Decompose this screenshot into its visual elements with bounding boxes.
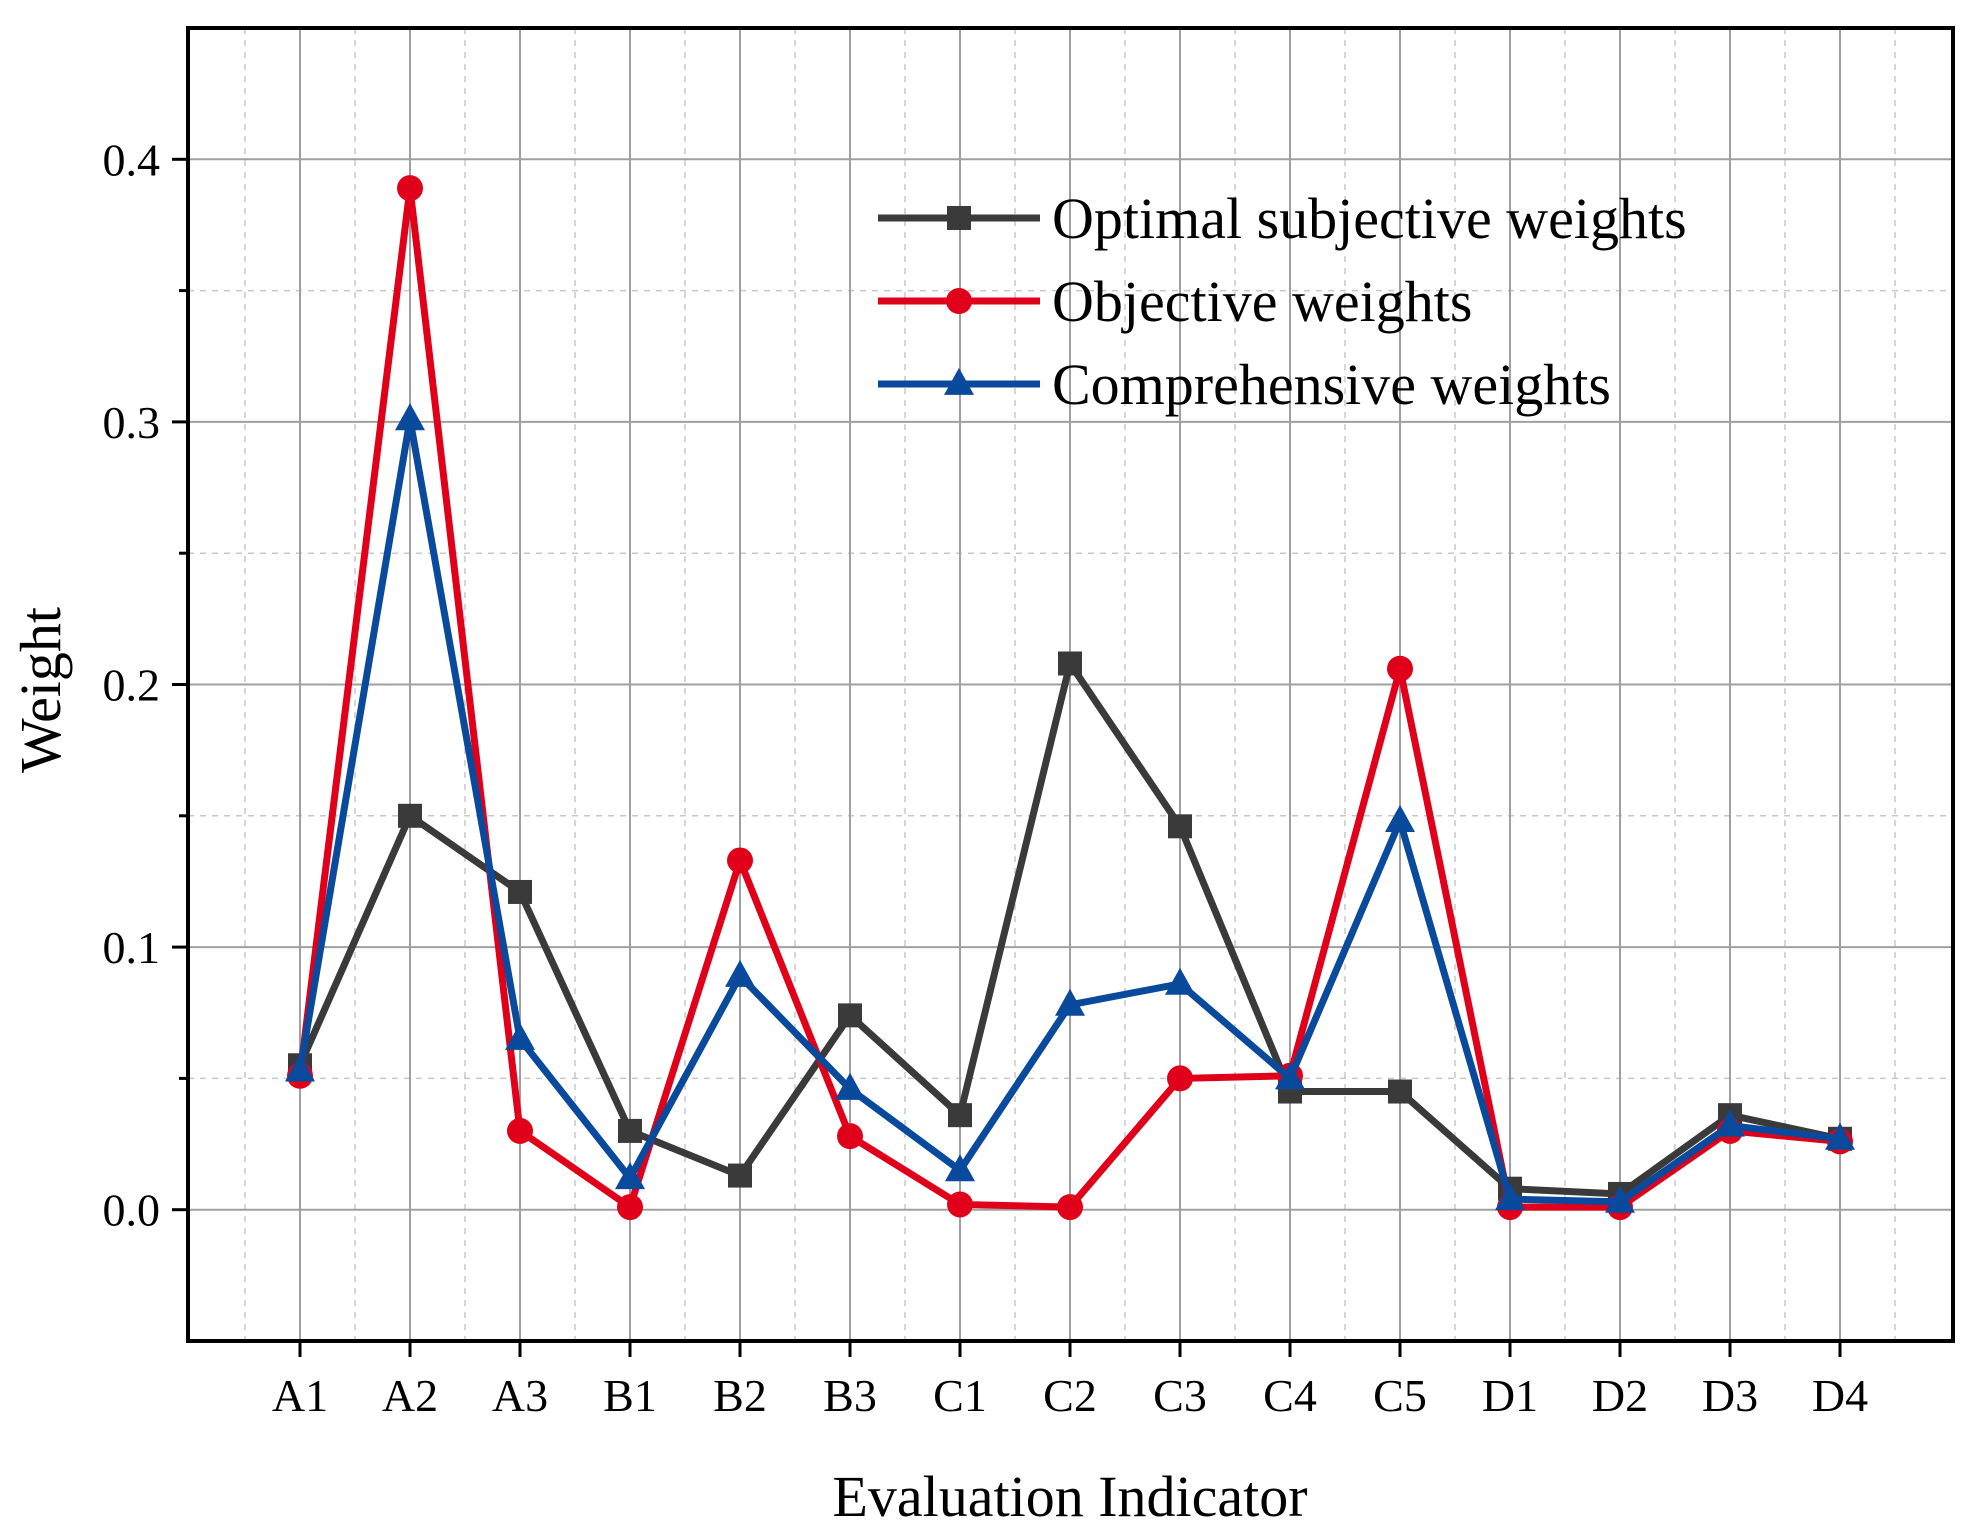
legend: Optimal subjective weights Objective weig… (878, 186, 1687, 417)
data-point-optimal-subjective-weights (398, 803, 422, 828)
x-tick-label: B2 (713, 1370, 767, 1421)
axis-ticks (172, 157, 1842, 1357)
x-tick-label: D2 (1592, 1370, 1648, 1421)
legend-item-optimal-subjective-weights: Optimal subjective weights (878, 186, 1687, 251)
x-tick-label: C4 (1263, 1370, 1317, 1421)
legend-label: Optimal subjective weights (1052, 186, 1687, 251)
x-tick-label: C2 (1043, 1370, 1097, 1421)
x-tick-label: B3 (823, 1370, 877, 1421)
series-layer (285, 175, 1855, 1221)
y-tick-label: 0.2 (103, 660, 161, 711)
x-tick-label: A1 (272, 1370, 328, 1421)
data-point-objective-weights (617, 1194, 643, 1221)
y-tick-label: 0.3 (103, 397, 161, 448)
data-point-comprehensive-weights (1275, 1062, 1305, 1090)
legend-marker (946, 288, 972, 314)
x-tick-label: A2 (382, 1370, 438, 1421)
x-tick-label: D1 (1482, 1370, 1538, 1421)
data-point-objective-weights (727, 847, 753, 874)
x-tick-label: C5 (1373, 1370, 1427, 1421)
y-tick-label: 0.1 (103, 922, 161, 973)
data-point-optimal-subjective-weights (1168, 814, 1192, 839)
data-point-comprehensive-weights (1165, 967, 1195, 995)
x-tick-label: C3 (1153, 1370, 1207, 1421)
x-tick-label: D4 (1812, 1370, 1868, 1421)
data-point-optimal-subjective-weights (618, 1118, 642, 1143)
data-point-optimal-subjective-weights (948, 1103, 972, 1128)
data-point-comprehensive-weights (1385, 804, 1415, 832)
y-tick-label: 0.0 (103, 1185, 161, 1236)
y-axis-title: Weight (8, 607, 73, 773)
y-tick-label: 0.4 (103, 134, 161, 185)
series-comprehensive-weights (285, 403, 1855, 1213)
data-point-objective-weights (837, 1123, 863, 1150)
data-point-comprehensive-weights (1495, 1183, 1525, 1211)
data-point-comprehensive-weights (285, 1054, 315, 1082)
data-point-comprehensive-weights (835, 1072, 865, 1100)
data-point-comprehensive-weights (1055, 988, 1085, 1016)
legend-marker (947, 206, 971, 230)
data-point-comprehensive-weights (1825, 1122, 1855, 1150)
data-point-comprehensive-weights (395, 403, 425, 431)
data-point-optimal-subjective-weights (728, 1163, 752, 1188)
data-point-comprehensive-weights (945, 1154, 975, 1182)
data-point-comprehensive-weights (1605, 1185, 1635, 1213)
legend-label: Objective weights (1052, 269, 1472, 334)
data-point-optimal-subjective-weights (508, 879, 532, 904)
legend-item-comprehensive-weights: Comprehensive weights (878, 352, 1611, 417)
data-point-objective-weights (507, 1117, 533, 1144)
data-point-comprehensive-weights (725, 959, 755, 987)
data-point-objective-weights (397, 175, 423, 202)
x-tick-labels: A1 A2 A3 B1 B2 B3 C1 C2 C3 C4 C5 D1 D2 D3 D4 (272, 1370, 1868, 1421)
data-point-optimal-subjective-weights (1058, 651, 1082, 676)
data-point-objective-weights (1057, 1194, 1083, 1221)
data-point-comprehensive-weights (505, 1022, 535, 1050)
legend-item-objective-weights: Objective weights (878, 269, 1472, 334)
x-axis-title: Evaluation Indicator (832, 1464, 1307, 1529)
legend-marker (944, 367, 974, 395)
data-point-objective-weights (947, 1191, 973, 1218)
x-tick-label: B1 (603, 1370, 657, 1421)
data-point-optimal-subjective-weights (1388, 1079, 1412, 1104)
data-point-objective-weights (1167, 1065, 1193, 1092)
x-tick-label: D3 (1702, 1370, 1758, 1421)
data-point-comprehensive-weights (1715, 1109, 1745, 1137)
y-tick-labels: 0.0 0.1 0.2 0.3 0.4 (103, 134, 161, 1235)
x-tick-label: A3 (492, 1370, 548, 1421)
data-point-optimal-subjective-weights (838, 1003, 862, 1028)
data-point-objective-weights (1387, 655, 1413, 682)
x-tick-label: C1 (933, 1370, 987, 1421)
data-point-comprehensive-weights (615, 1162, 645, 1190)
legend-label: Comprehensive weights (1052, 352, 1611, 417)
minor-grid (188, 28, 1953, 1341)
